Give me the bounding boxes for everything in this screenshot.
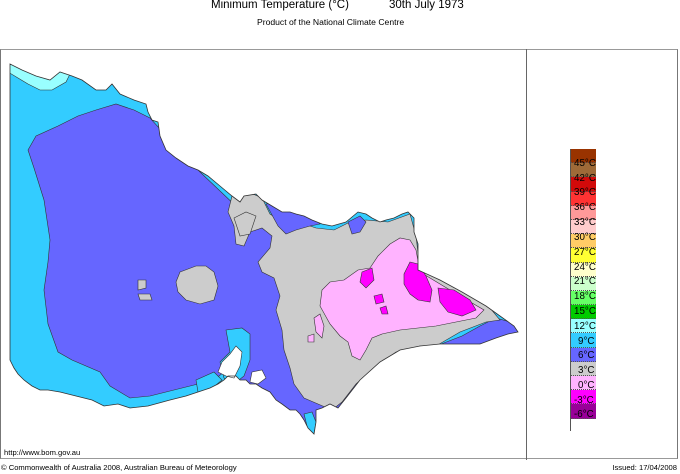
legend-label: 30°C <box>574 232 596 243</box>
legend-label: 21°C <box>574 276 596 287</box>
map-frame <box>0 49 678 459</box>
port-phillip-bay <box>217 345 243 379</box>
legend-swatch <box>570 276 596 291</box>
band-minus6-minus3-c <box>359 267 375 289</box>
legend-label: 6°C <box>578 350 595 361</box>
legend-label: 9°C <box>578 336 595 347</box>
legend-swatch <box>570 319 596 334</box>
legend-swatch <box>570 361 596 376</box>
legend-swatch <box>570 262 596 277</box>
legend-swatch <box>570 177 596 192</box>
legend-swatch <box>570 149 596 164</box>
legend-label: 45°C <box>574 158 596 169</box>
band-0-3-islet <box>137 279 147 291</box>
legend-label: 12°C <box>574 321 596 332</box>
band-minus6-minus3-d <box>373 293 385 305</box>
legend-label: 27°C <box>574 247 596 258</box>
bom-url-link[interactable]: http://www.bom.gov.au <box>4 448 81 457</box>
band-minus6-minus3-e <box>379 305 389 315</box>
legend-swatch <box>570 163 596 178</box>
temperature-map <box>9 63 519 435</box>
copyright-notice: © Commonwealth of Australia 2008, Austra… <box>1 463 237 472</box>
victoria-outline <box>9 63 519 435</box>
legend-label: 24°C <box>574 262 596 273</box>
legend-label: -3°C <box>574 395 594 406</box>
legend-label: 42°C <box>574 173 596 184</box>
band-0-3-north-island <box>233 211 257 237</box>
legend-swatch <box>570 333 596 348</box>
legend-swatch <box>570 219 596 235</box>
legend-label: 36°C <box>574 202 596 213</box>
western-port-bay <box>249 369 267 385</box>
band-0-3-islet2 <box>137 293 153 301</box>
legend-swatch <box>570 290 596 306</box>
band-0-3-island <box>175 265 219 305</box>
legend-label: -6°C <box>574 409 594 420</box>
legend-swatch <box>570 347 596 362</box>
chart-header: Minimum Temperature (°C) 30th July 1973 <box>0 0 680 14</box>
legend-swatch <box>570 191 596 206</box>
legend-label: 33°C <box>574 217 596 228</box>
legend-divider <box>526 49 527 460</box>
legend-label: 3°C <box>578 365 595 376</box>
band-3-6-north2 <box>347 215 367 235</box>
legend-swatch <box>570 248 596 263</box>
legend-swatch <box>570 205 596 220</box>
map-subtitle: Product of the National Climate Centre <box>257 17 405 27</box>
legend-label: 0°C <box>578 380 595 391</box>
legend-label: 39°C <box>574 187 596 198</box>
map-date: 30th July 1973 <box>389 0 464 11</box>
legend-label: 18°C <box>574 291 596 302</box>
legend-swatch <box>570 234 596 249</box>
map-title: Minimum Temperature (°C) <box>211 0 349 11</box>
band-minus3-0-islet2 <box>307 333 315 343</box>
legend-swatch <box>570 305 596 320</box>
legend-swatch <box>570 390 596 405</box>
band-minus3-0 <box>319 237 485 361</box>
legend-swatch <box>570 404 596 419</box>
band-minus6-minus3-b <box>437 287 477 317</box>
issued-date: Issued: 17/04/2008 <box>612 463 677 472</box>
band-minus3-0-islet <box>313 313 325 339</box>
legend-label: 15°C <box>574 306 596 317</box>
legend-swatch <box>570 376 596 391</box>
color-legend <box>570 149 630 419</box>
